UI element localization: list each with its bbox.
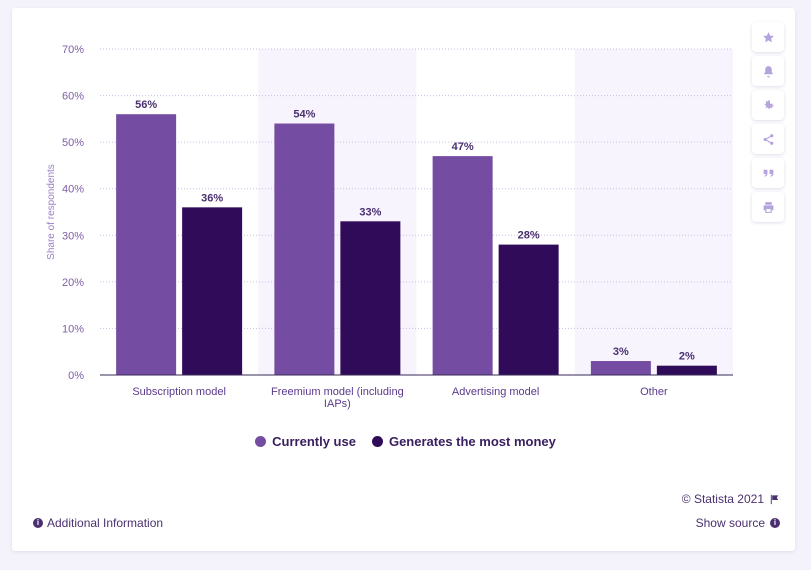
show-source-link[interactable]: Show source i	[696, 516, 780, 530]
legend: Currently use Generates the most money	[0, 434, 811, 449]
bar-currently-use	[432, 156, 493, 375]
share-button[interactable]	[752, 124, 784, 154]
y-tick-label: 10%	[62, 323, 84, 335]
bar-most-money	[498, 244, 559, 375]
bell-icon	[763, 65, 773, 77]
copyright: © Statista 2021	[682, 492, 780, 506]
x-tick-label: Other	[640, 386, 668, 398]
info-icon: i	[770, 518, 780, 528]
y-tick-label: 70%	[62, 44, 84, 56]
bar-most-money	[340, 221, 401, 375]
legend-swatch-currently-use	[255, 436, 267, 447]
data-label: 33%	[359, 206, 381, 218]
quote-icon	[763, 169, 773, 177]
print-icon	[763, 201, 773, 213]
y-tick-label: 40%	[62, 184, 84, 196]
bar-most-money	[182, 207, 243, 375]
legend-item-currently-use[interactable]: Currently use	[255, 434, 356, 449]
data-label: 2%	[679, 351, 695, 363]
gear-icon	[764, 99, 774, 109]
y-tick-label: 50%	[62, 137, 84, 149]
info-icon: i	[33, 518, 43, 528]
y-axis-label: Share of respondents	[46, 164, 57, 260]
star-icon	[762, 31, 774, 42]
data-label: 56%	[135, 99, 157, 111]
bar-most-money	[656, 365, 717, 375]
chart-toolbar	[752, 22, 784, 222]
legend-item-most-money[interactable]: Generates the most money	[371, 434, 556, 449]
flag-icon	[770, 494, 779, 504]
data-label: 47%	[452, 141, 474, 153]
cite-button[interactable]	[752, 158, 784, 188]
y-tick-label: 20%	[62, 277, 84, 289]
settings-button[interactable]	[752, 90, 784, 120]
share-icon	[763, 133, 773, 145]
bar-currently-use	[590, 361, 651, 375]
legend-label: Generates the most money	[388, 434, 556, 449]
y-tick-label: 30%	[62, 230, 84, 242]
data-label: 36%	[201, 192, 223, 204]
y-tick-label: 0%	[68, 370, 84, 382]
copyright-text: © Statista 2021	[681, 492, 764, 506]
category-band	[574, 49, 733, 375]
x-tick-label: Advertising model	[452, 386, 539, 398]
x-tick-label: IAPs)	[324, 398, 351, 410]
notification-button[interactable]	[752, 56, 784, 86]
bar-currently-use	[274, 123, 335, 375]
data-label: 3%	[613, 346, 629, 358]
legend-swatch-most-money	[371, 436, 383, 447]
data-label: 28%	[518, 230, 540, 242]
bar-currently-use	[116, 114, 177, 375]
legend-label: Currently use	[272, 434, 356, 449]
y-tick-label: 60%	[62, 91, 84, 103]
x-tick-label: Subscription model	[132, 386, 226, 398]
data-label: 54%	[293, 109, 315, 121]
x-tick-label: Freemium model (including	[271, 386, 404, 398]
favorite-button[interactable]	[752, 22, 784, 52]
additional-information-link[interactable]: i Additional Information	[33, 516, 163, 530]
show-source-label: Show source	[695, 516, 765, 530]
print-button[interactable]	[752, 192, 784, 222]
additional-information-label: Additional Information	[47, 516, 164, 530]
